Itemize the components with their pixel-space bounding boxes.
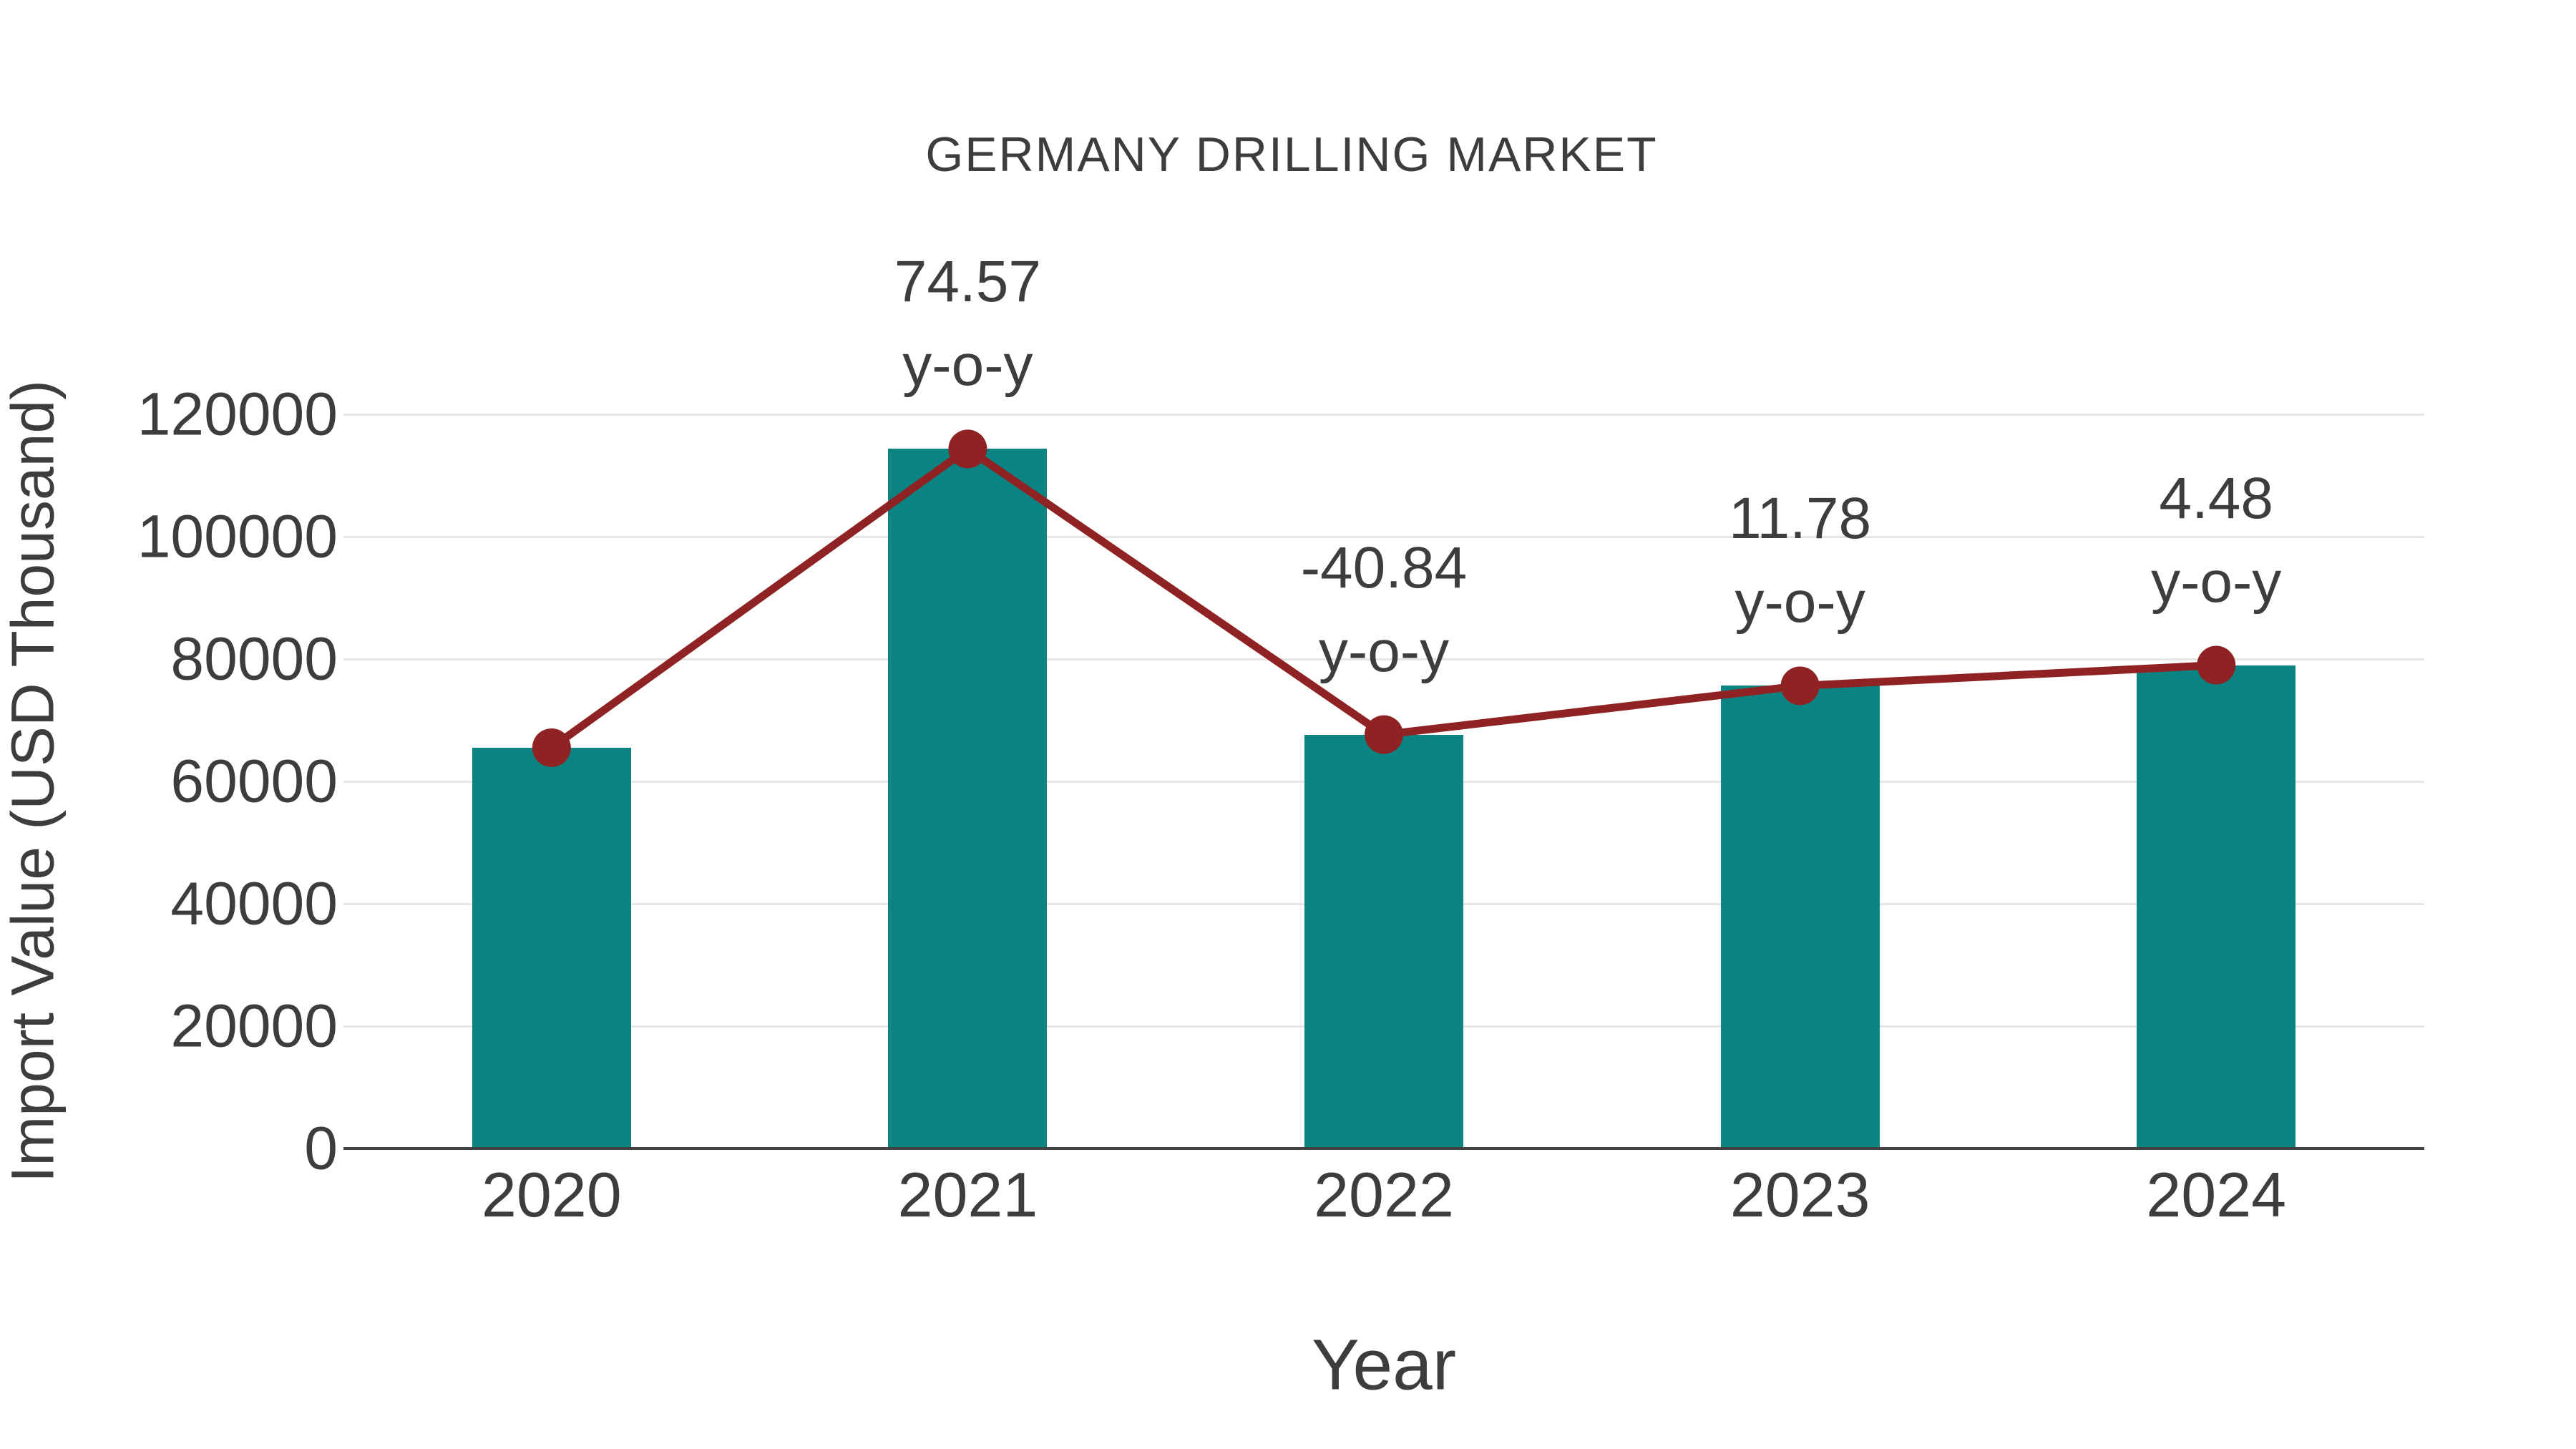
y-tick-label: 0 bbox=[304, 1114, 338, 1182]
bar-2023 bbox=[1720, 686, 1880, 1148]
line-marker-2022 bbox=[1365, 715, 1403, 754]
annotation-label-2024: y-o-y bbox=[2151, 549, 2282, 615]
line-marker-2020 bbox=[532, 728, 571, 767]
x-tick-label-2024: 2024 bbox=[2146, 1159, 2287, 1230]
bar-2022 bbox=[1304, 734, 1463, 1148]
chart-title: GERMANY DRILLING MARKET bbox=[925, 127, 1658, 182]
x-axis-line bbox=[343, 1147, 2424, 1150]
yoy-line bbox=[549, 444, 2217, 751]
annotation-label-2023: y-o-y bbox=[1735, 570, 1865, 635]
y-tick-label: 80000 bbox=[170, 625, 338, 693]
bar-2020 bbox=[472, 747, 631, 1148]
x-tick-label-2020: 2020 bbox=[481, 1159, 622, 1230]
bar-2021 bbox=[888, 449, 1048, 1148]
annotation-value-2021: 74.57 bbox=[894, 249, 1041, 315]
line-marker-2024 bbox=[2197, 645, 2236, 685]
x-axis-title: Year bbox=[1311, 1324, 1457, 1405]
y-tick-label: 100000 bbox=[137, 502, 338, 570]
annotation-label-2022: y-o-y bbox=[1318, 618, 1450, 684]
y-tick-label: 20000 bbox=[170, 992, 338, 1060]
line-marker-2023 bbox=[1780, 666, 1820, 706]
y-tick-label: 120000 bbox=[137, 380, 338, 448]
gridline-100000 bbox=[343, 535, 2424, 538]
y-tick-label: 60000 bbox=[170, 747, 338, 815]
x-tick-label-2021: 2021 bbox=[897, 1159, 1038, 1230]
bar-2024 bbox=[2137, 665, 2296, 1148]
x-tick-label-2023: 2023 bbox=[1729, 1159, 1870, 1230]
annotation-label-2021: y-o-y bbox=[902, 333, 1033, 399]
annotation-value-2023: 11.78 bbox=[1729, 486, 1872, 552]
gridline-120000 bbox=[343, 413, 2424, 416]
annotation-value-2022: -40.84 bbox=[1300, 535, 1468, 600]
line-marker-2021 bbox=[948, 429, 987, 469]
y-tick-label: 40000 bbox=[170, 869, 338, 937]
gridline-80000 bbox=[343, 658, 2424, 660]
x-tick-label-2022: 2022 bbox=[1314, 1159, 1454, 1230]
annotation-value-2024: 4.48 bbox=[2159, 465, 2273, 531]
